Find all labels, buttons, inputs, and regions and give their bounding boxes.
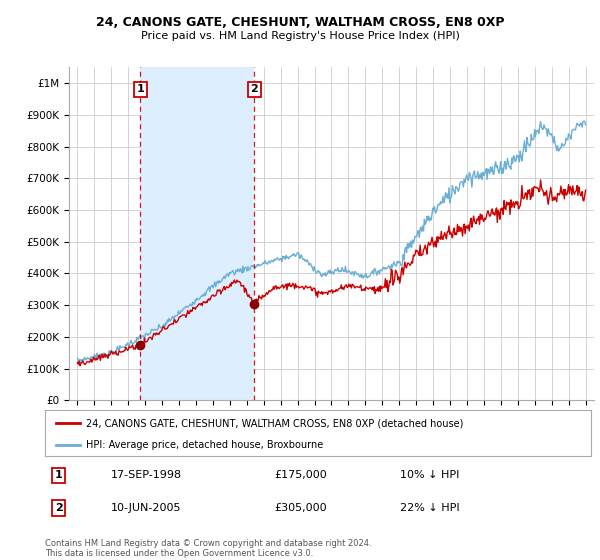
Text: 17-SEP-1998: 17-SEP-1998 [110, 470, 182, 480]
Text: Contains HM Land Registry data © Crown copyright and database right 2024.
This d: Contains HM Land Registry data © Crown c… [45, 539, 371, 558]
Text: £175,000: £175,000 [274, 470, 327, 480]
Bar [140, 67, 254, 400]
Text: HPI: Average price, detached house, Broxbourne: HPI: Average price, detached house, Brox… [86, 440, 323, 450]
Text: 2: 2 [55, 503, 62, 513]
Text: 24, CANONS GATE, CHESHUNT, WALTHAM CROSS, EN8 0XP (detached house): 24, CANONS GATE, CHESHUNT, WALTHAM CROSS… [86, 418, 463, 428]
Text: 1: 1 [136, 85, 144, 95]
Text: 22% ↓ HPI: 22% ↓ HPI [400, 503, 460, 513]
Text: Price paid vs. HM Land Registry's House Price Index (HPI): Price paid vs. HM Land Registry's House … [140, 31, 460, 41]
Text: 1: 1 [55, 470, 62, 480]
Text: 10-JUN-2005: 10-JUN-2005 [110, 503, 181, 513]
Text: 24, CANONS GATE, CHESHUNT, WALTHAM CROSS, EN8 0XP: 24, CANONS GATE, CHESHUNT, WALTHAM CROSS… [96, 16, 504, 29]
Text: £305,000: £305,000 [274, 503, 327, 513]
Text: 10% ↓ HPI: 10% ↓ HPI [400, 470, 459, 480]
Text: 2: 2 [250, 85, 258, 95]
